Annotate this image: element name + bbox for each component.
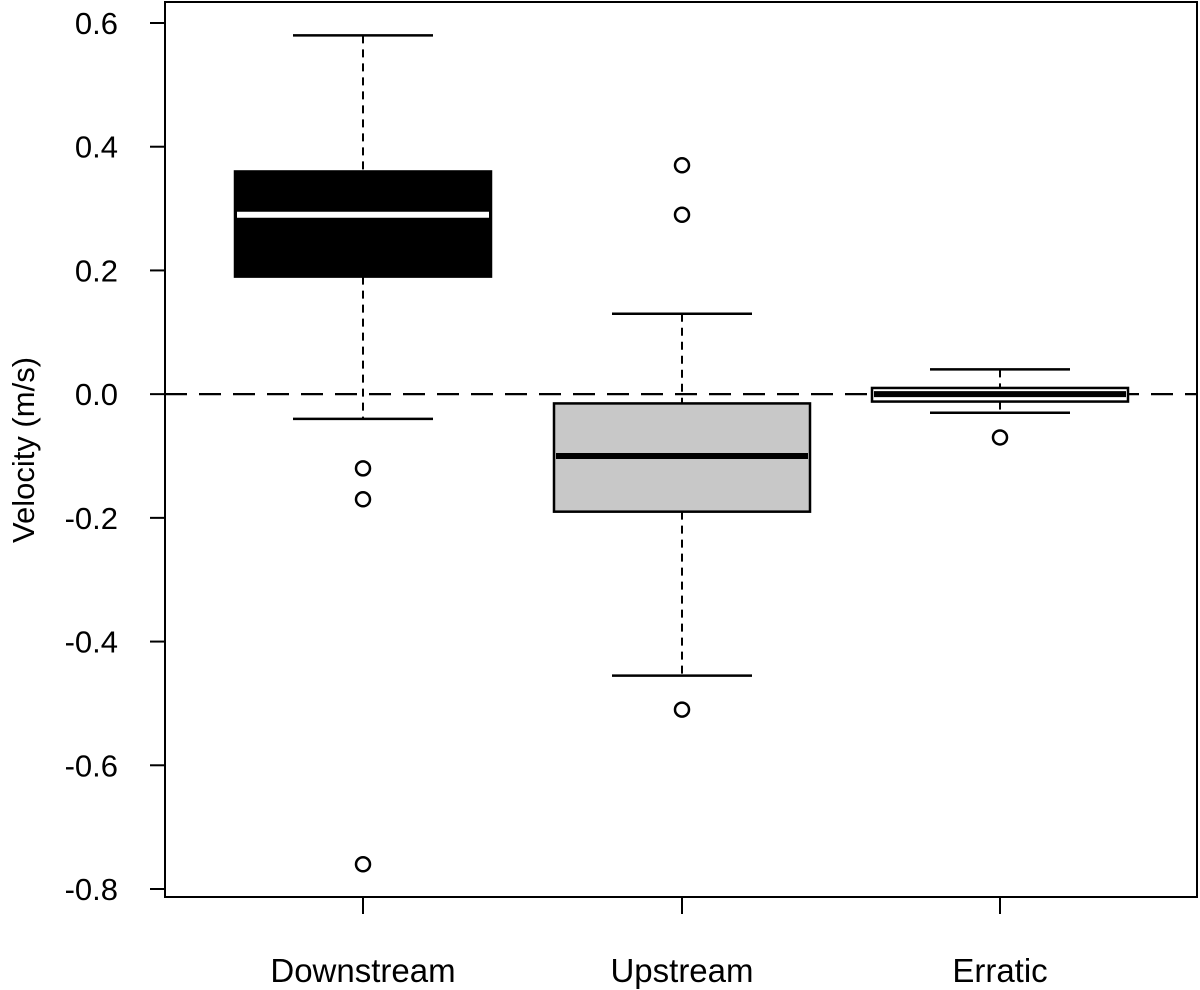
- x-axis: Downstream Upstream Erratic: [270, 897, 1048, 989]
- y-tick-label: -0.8: [65, 872, 118, 907]
- y-tick-label: 0.6: [75, 6, 118, 41]
- x-tick-label: Erratic: [952, 952, 1047, 989]
- outlier-point: [354, 856, 372, 873]
- outlier-point: [673, 701, 691, 718]
- y-tick-label: 0.0: [75, 377, 118, 412]
- y-axis-label: Velocity (m/s): [6, 357, 41, 543]
- outlier-point: [354, 491, 372, 508]
- y-tick-label: -0.2: [65, 501, 118, 536]
- y-tick-label: 0.4: [75, 130, 118, 165]
- outlier-point: [991, 429, 1009, 446]
- y-tick-label: -0.4: [65, 625, 118, 660]
- y-tick-label: 0.2: [75, 253, 118, 288]
- box-upstream: [552, 157, 812, 718]
- box-erratic: [870, 368, 1130, 446]
- x-tick-label: Upstream: [610, 952, 753, 989]
- box-iqr: [233, 170, 493, 278]
- x-tick-label: Downstream: [270, 952, 455, 989]
- outlier-point: [673, 157, 691, 174]
- outlier-point: [354, 460, 372, 477]
- box-series: [233, 34, 1130, 873]
- y-tick-label: -0.6: [65, 748, 118, 783]
- outlier-point: [673, 206, 691, 224]
- box-downstream: [233, 34, 493, 873]
- y-axis: 0.6 0.4 0.2 0.0 -0.2 -0.4 -0.6 -0.8: [65, 6, 165, 907]
